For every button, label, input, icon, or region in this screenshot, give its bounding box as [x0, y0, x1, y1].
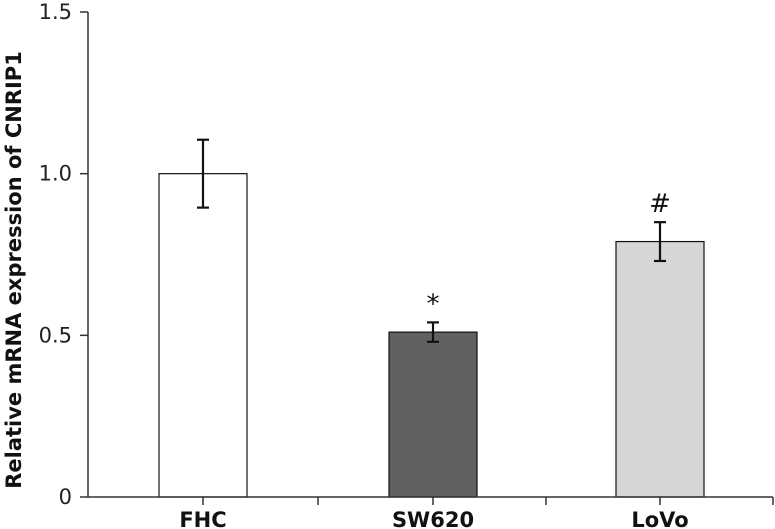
x-category-label: SW620: [392, 508, 474, 529]
significance-marker: #: [649, 189, 671, 219]
x-category-label: LoVo: [631, 508, 688, 529]
bars: [158, 173, 705, 498]
y-tick-label: 1.5: [39, 0, 72, 24]
y-tick-label: 0.5: [39, 323, 72, 347]
axes: [87, 12, 773, 498]
significance-marker: *: [427, 289, 440, 319]
x-category-label: FHC: [179, 508, 226, 529]
significance-annotations: *#: [427, 189, 671, 319]
error-bars: [197, 138, 666, 343]
y-tick-label: 0: [59, 485, 72, 509]
y-axis-title: Relative mRNA expression of CNRIP1: [2, 51, 26, 489]
bar-lovo: [615, 240, 705, 498]
y-axis-ticks: 0 0.5 1.0 1.5: [39, 0, 88, 509]
y-tick-label: 1.0: [39, 162, 72, 186]
error-bar-lovo: [654, 221, 666, 263]
x-axis-category-labels: FHC SW620 LoVo: [179, 497, 774, 529]
bar-fhc: [158, 173, 248, 498]
error-bar-fhc: [197, 138, 209, 209]
bar-sw620: [388, 331, 478, 498]
error-bar-sw620: [427, 321, 439, 343]
